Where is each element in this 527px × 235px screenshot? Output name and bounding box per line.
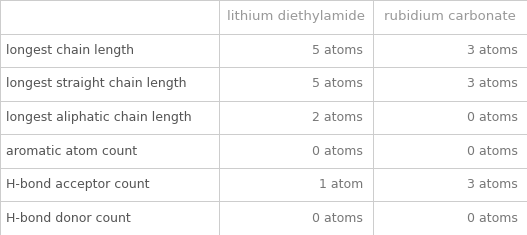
Text: 0 atoms: 0 atoms <box>466 111 518 124</box>
Text: 2 atoms: 2 atoms <box>313 111 363 124</box>
Text: 5 atoms: 5 atoms <box>312 44 363 57</box>
Text: 0 atoms: 0 atoms <box>312 145 363 158</box>
Text: 3 atoms: 3 atoms <box>467 77 518 90</box>
Text: 5 atoms: 5 atoms <box>312 77 363 90</box>
Text: 3 atoms: 3 atoms <box>467 178 518 191</box>
Text: H-bond donor count: H-bond donor count <box>6 212 131 225</box>
Text: longest aliphatic chain length: longest aliphatic chain length <box>6 111 192 124</box>
Text: rubidium carbonate: rubidium carbonate <box>384 10 516 23</box>
Text: 3 atoms: 3 atoms <box>467 44 518 57</box>
Text: 1 atom: 1 atom <box>319 178 363 191</box>
Text: longest chain length: longest chain length <box>6 44 134 57</box>
Text: lithium diethylamide: lithium diethylamide <box>227 10 365 23</box>
Text: longest straight chain length: longest straight chain length <box>6 77 187 90</box>
Text: aromatic atom count: aromatic atom count <box>6 145 138 158</box>
Text: 0 atoms: 0 atoms <box>466 145 518 158</box>
Text: H-bond acceptor count: H-bond acceptor count <box>6 178 150 191</box>
Text: 0 atoms: 0 atoms <box>312 212 363 225</box>
Text: 0 atoms: 0 atoms <box>466 212 518 225</box>
